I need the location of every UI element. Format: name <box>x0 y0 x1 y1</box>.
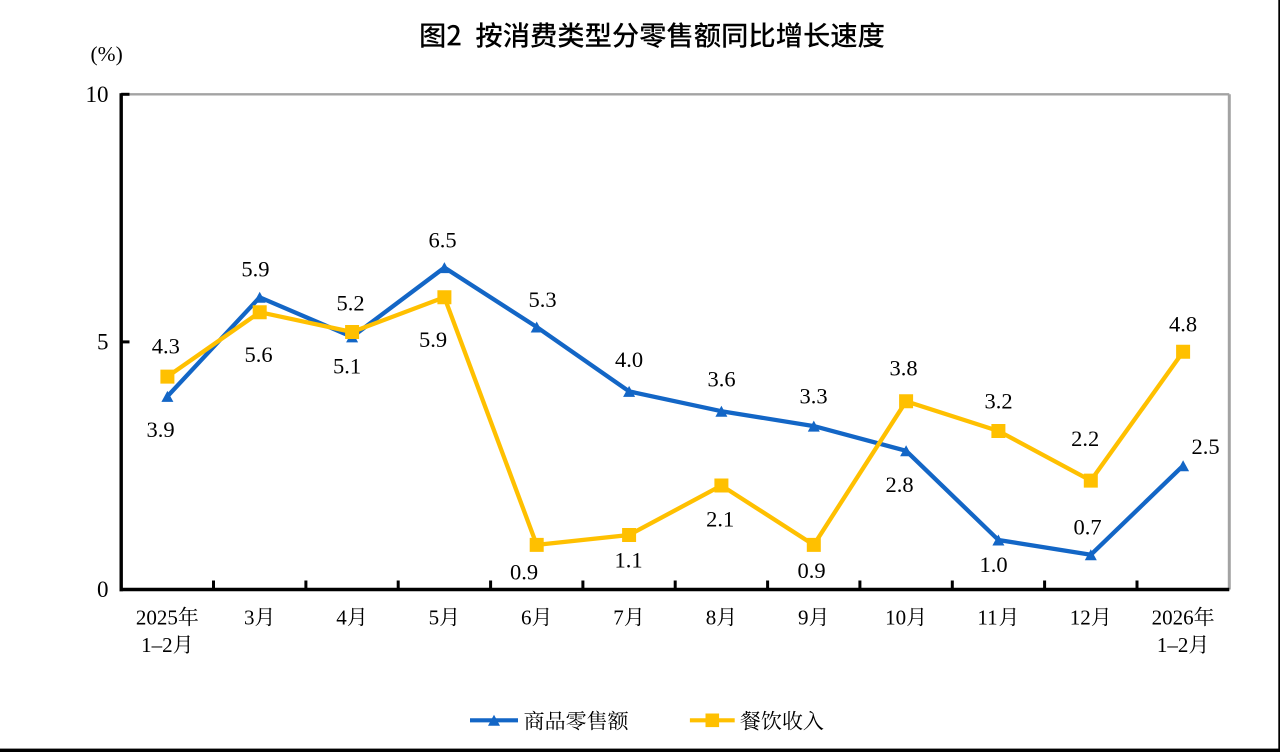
svg-text:2025: 2025 <box>136 606 178 630</box>
svg-text:1–2: 1–2 <box>141 633 173 657</box>
svg-text:4.3: 4.3 <box>152 334 180 359</box>
svg-text:5.1: 5.1 <box>333 354 361 379</box>
svg-text:0: 0 <box>97 577 109 602</box>
svg-text:5: 5 <box>429 606 440 630</box>
svg-text:6.5: 6.5 <box>428 228 456 253</box>
svg-text:2.8: 2.8 <box>885 472 913 497</box>
svg-text:1.1: 1.1 <box>614 548 642 573</box>
svg-text:5.2: 5.2 <box>336 291 364 316</box>
svg-text:4.0: 4.0 <box>615 347 643 372</box>
svg-text:0.7: 0.7 <box>1073 515 1101 540</box>
svg-text:1–2: 1–2 <box>1157 633 1189 657</box>
svg-text:5.6: 5.6 <box>244 342 272 367</box>
svg-text:8: 8 <box>706 606 717 630</box>
svg-text:11: 11 <box>977 606 997 630</box>
svg-text:10: 10 <box>86 82 109 107</box>
svg-text:5.9: 5.9 <box>419 327 447 352</box>
svg-text:0.9: 0.9 <box>797 558 825 583</box>
svg-text:2026: 2026 <box>1152 606 1194 630</box>
svg-text:3: 3 <box>244 606 255 630</box>
svg-text:4: 4 <box>336 606 347 630</box>
svg-text:5.9: 5.9 <box>241 257 269 282</box>
svg-text:9: 9 <box>798 606 809 630</box>
svg-text:5.3: 5.3 <box>528 287 556 312</box>
svg-text:0.9: 0.9 <box>510 560 538 585</box>
svg-text:5: 5 <box>97 330 109 355</box>
svg-text:10: 10 <box>885 606 906 630</box>
svg-text:3.8: 3.8 <box>889 356 917 381</box>
svg-text:12: 12 <box>1070 606 1091 630</box>
svg-text:6: 6 <box>521 606 532 630</box>
svg-text:2.5: 2.5 <box>1191 434 1219 459</box>
svg-text:3.9: 3.9 <box>146 417 174 442</box>
svg-text:3.2: 3.2 <box>984 389 1012 414</box>
svg-text:2.1: 2.1 <box>706 507 734 532</box>
svg-text:(%): (%) <box>91 42 123 66</box>
svg-text:4.8: 4.8 <box>1169 312 1197 337</box>
svg-text:3.6: 3.6 <box>707 367 735 392</box>
svg-text:1.0: 1.0 <box>979 552 1007 577</box>
svg-text:2.2: 2.2 <box>1071 426 1099 451</box>
svg-text:3.3: 3.3 <box>799 384 827 409</box>
svg-text:7: 7 <box>613 606 624 630</box>
